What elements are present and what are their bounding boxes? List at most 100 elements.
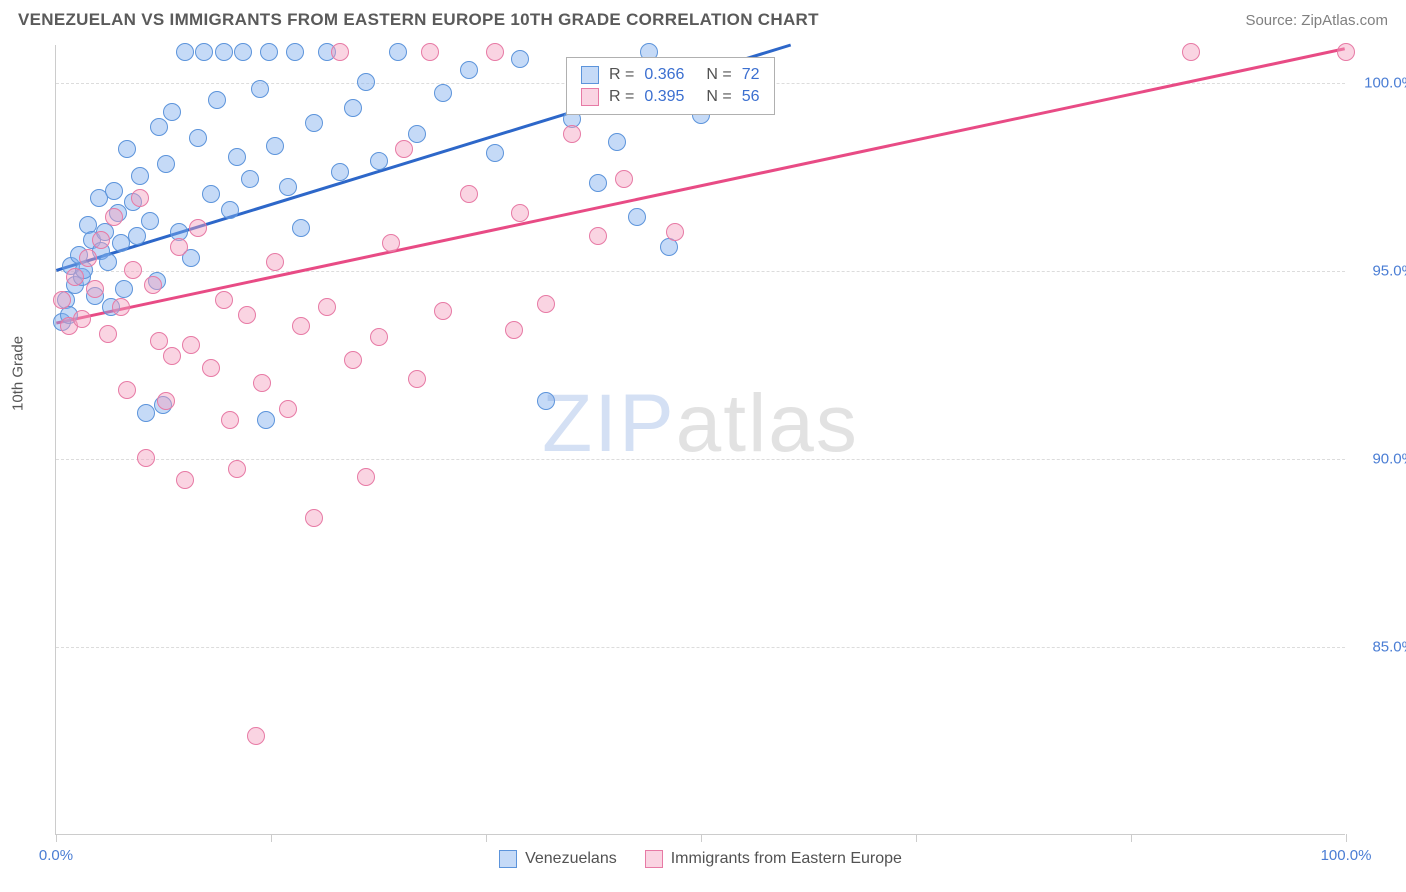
scatter-point <box>163 103 181 121</box>
legend-item: Immigrants from Eastern Europe <box>645 850 902 868</box>
scatter-point <box>170 238 188 256</box>
scatter-point <box>66 268 84 286</box>
scatter-point <box>112 298 130 316</box>
legend-n-value: 72 <box>742 66 760 84</box>
scatter-point <box>221 201 239 219</box>
scatter-point <box>666 223 684 241</box>
scatter-point <box>344 351 362 369</box>
scatter-point <box>251 80 269 98</box>
legend-swatch <box>581 88 599 106</box>
y-tick-label: 85.0% <box>1355 638 1406 655</box>
x-tick <box>56 834 57 842</box>
x-tick <box>701 834 702 842</box>
x-tick <box>1131 834 1132 842</box>
scatter-point <box>357 468 375 486</box>
scatter-point <box>279 178 297 196</box>
scatter-point <box>370 328 388 346</box>
statistics-legend: R =0.366N =72R =0.395N =56 <box>566 57 775 115</box>
chart-title: VENEZUELAN VS IMMIGRANTS FROM EASTERN EU… <box>18 10 819 30</box>
scatter-point <box>421 43 439 61</box>
scatter-point <box>382 234 400 252</box>
scatter-point <box>189 129 207 147</box>
x-tick <box>486 834 487 842</box>
scatter-point <box>189 219 207 237</box>
scatter-point <box>241 170 259 188</box>
scatter-point <box>86 280 104 298</box>
scatter-point <box>434 302 452 320</box>
scatter-point <box>221 411 239 429</box>
scatter-point <box>460 61 478 79</box>
scatter-point <box>202 185 220 203</box>
scatter-point <box>511 204 529 222</box>
scatter-point <box>141 212 159 230</box>
scatter-point <box>395 140 413 158</box>
scatter-point <box>331 43 349 61</box>
scatter-point <box>615 170 633 188</box>
scatter-point <box>1182 43 1200 61</box>
scatter-point <box>279 400 297 418</box>
scatter-point <box>157 392 175 410</box>
scatter-point <box>286 43 304 61</box>
scatter-point <box>157 155 175 173</box>
scatter-point <box>137 449 155 467</box>
x-tick <box>916 834 917 842</box>
y-tick-label: 95.0% <box>1355 262 1406 279</box>
scatter-point <box>115 280 133 298</box>
scatter-point <box>511 50 529 68</box>
legend-r-value: 0.395 <box>644 88 684 106</box>
scatter-point <box>505 321 523 339</box>
scatter-point <box>292 317 310 335</box>
trendlines-svg <box>56 45 1345 834</box>
legend-r-label: R = <box>609 88 634 106</box>
scatter-point <box>99 325 117 343</box>
scatter-point <box>150 118 168 136</box>
scatter-point <box>628 208 646 226</box>
legend-r-value: 0.366 <box>644 66 684 84</box>
scatter-point <box>434 84 452 102</box>
scatter-point <box>234 43 252 61</box>
scatter-point <box>257 411 275 429</box>
chart-header: VENEZUELAN VS IMMIGRANTS FROM EASTERN EU… <box>0 0 1406 38</box>
scatter-point <box>73 310 91 328</box>
legend-row: R =0.395N =56 <box>581 86 760 108</box>
scatter-point <box>537 392 555 410</box>
legend-n-label: N = <box>706 66 731 84</box>
scatter-point <box>253 374 271 392</box>
scatter-point <box>1337 43 1355 61</box>
scatter-point <box>486 144 504 162</box>
scatter-point <box>608 133 626 151</box>
scatter-point <box>228 148 246 166</box>
scatter-point <box>92 231 110 249</box>
legend-swatch <box>581 66 599 84</box>
scatter-point <box>144 276 162 294</box>
scatter-point <box>370 152 388 170</box>
scatter-point <box>331 163 349 181</box>
scatter-point <box>344 99 362 117</box>
scatter-point <box>53 291 71 309</box>
chart-area: ZIPatlas 85.0%90.0%95.0%100.0% 10th Grad… <box>55 45 1345 835</box>
legend-label: Immigrants from Eastern Europe <box>671 850 902 868</box>
series-legend: Venezuelans Immigrants from Eastern Europ… <box>56 850 1345 868</box>
legend-item: Venezuelans <box>499 850 617 868</box>
x-tick <box>1346 834 1347 842</box>
chart-source: Source: ZipAtlas.com <box>1245 12 1388 29</box>
scatter-point <box>163 347 181 365</box>
scatter-point <box>247 727 265 745</box>
scatter-point <box>131 189 149 207</box>
y-tick-label: 90.0% <box>1355 450 1406 467</box>
scatter-point <box>460 185 478 203</box>
scatter-point <box>215 43 233 61</box>
scatter-point <box>105 208 123 226</box>
scatter-point <box>589 174 607 192</box>
scatter-point <box>137 404 155 422</box>
scatter-point <box>215 291 233 309</box>
scatter-point <box>182 336 200 354</box>
scatter-point <box>537 295 555 313</box>
scatter-point <box>112 234 130 252</box>
scatter-point <box>202 359 220 377</box>
scatter-point <box>408 125 426 143</box>
y-axis-label: 10th Grade <box>10 335 27 410</box>
scatter-point <box>292 219 310 237</box>
scatter-point <box>99 253 117 271</box>
scatter-point <box>131 167 149 185</box>
